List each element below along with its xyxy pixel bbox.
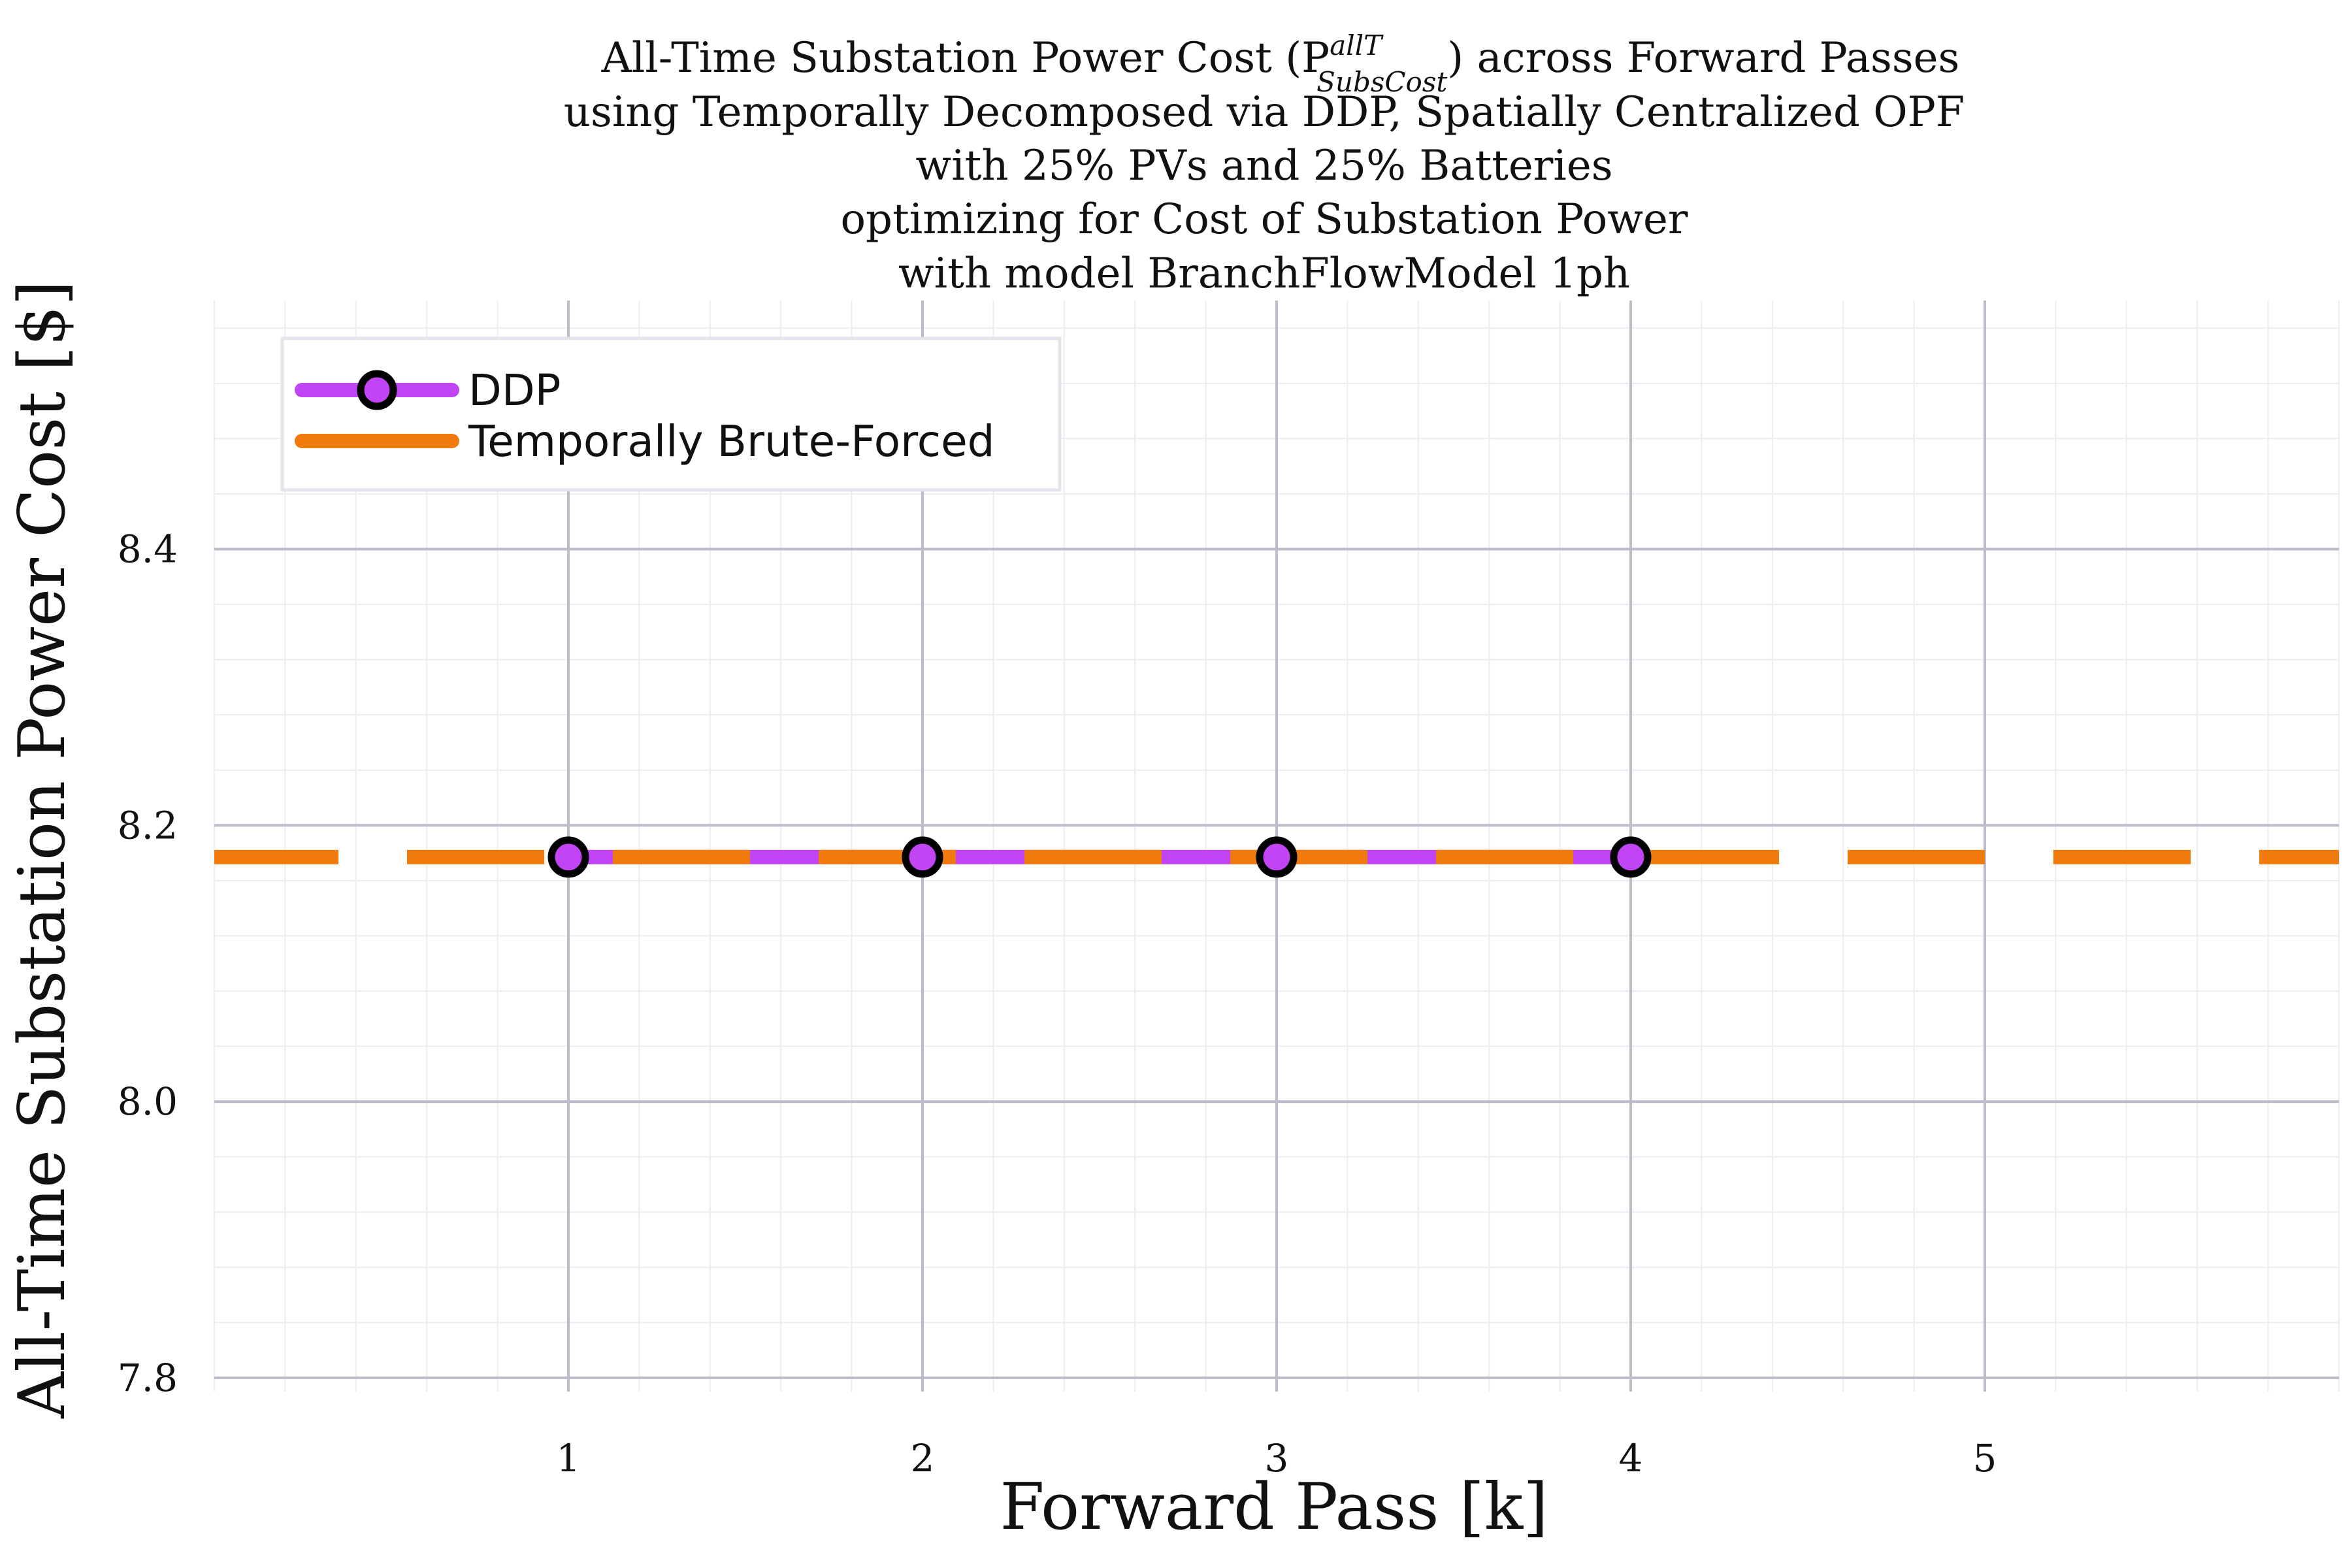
ddp-point — [902, 836, 943, 878]
title-line-3: with 25% PVs and 25% Batteries — [915, 142, 1612, 190]
legend-ddp-marker — [357, 370, 397, 410]
title-line-5: with model BranchFlowModel 1ph — [898, 250, 1630, 298]
y-tick-label: 8.0 — [118, 1079, 178, 1124]
x-tick-label: 4 — [1619, 1436, 1643, 1480]
title-subscript: SubsCost — [1316, 66, 1447, 98]
legend-ddp-label: DDP — [468, 365, 561, 416]
ddp-point — [1256, 836, 1298, 878]
x-tick-label: 3 — [1265, 1436, 1289, 1480]
x-tick-label: 2 — [911, 1436, 935, 1480]
x-tick-label: 1 — [557, 1436, 581, 1480]
title-line-1: All-Time Substation Power Cost (PallT Sub… — [601, 29, 1960, 98]
y-tick-label: 8.2 — [118, 803, 178, 847]
ddp-point — [1610, 836, 1652, 878]
legend-brute-label: Temporally Brute-Forced — [468, 416, 995, 466]
title-line-2: using Temporally Decomposed via DDP, Spa… — [564, 88, 1965, 137]
y-tick-label: 8.4 — [118, 527, 178, 572]
title-line-1-text: All-Time Substation Power Cost (P — [601, 34, 1330, 82]
chart-title: All-Time Substation Power Cost (PallT Sub… — [564, 29, 1965, 298]
x-tick-labels: 1 2 3 4 5 — [557, 1436, 1997, 1480]
title-superscript: allT — [1330, 29, 1384, 61]
ddp-point — [547, 836, 589, 878]
legend: DDP Temporally Brute-Forced — [280, 336, 1062, 492]
y-axis-label: All-Time Substation Power Cost [$] — [5, 280, 80, 1418]
title-suffix: ) across Forward Passes — [1447, 34, 1959, 82]
ddp-markers — [547, 836, 1652, 878]
y-tick-labels: 7.8 8.0 8.2 8.4 — [118, 527, 178, 1400]
y-tick-label: 7.8 — [118, 1356, 178, 1400]
legend-box — [280, 336, 1062, 492]
x-tick-label: 5 — [1973, 1436, 1997, 1480]
title-line-4: optimizing for Cost of Substation Power — [841, 195, 1688, 244]
x-axis-label: Forward Pass [k] — [1000, 1470, 1548, 1544]
